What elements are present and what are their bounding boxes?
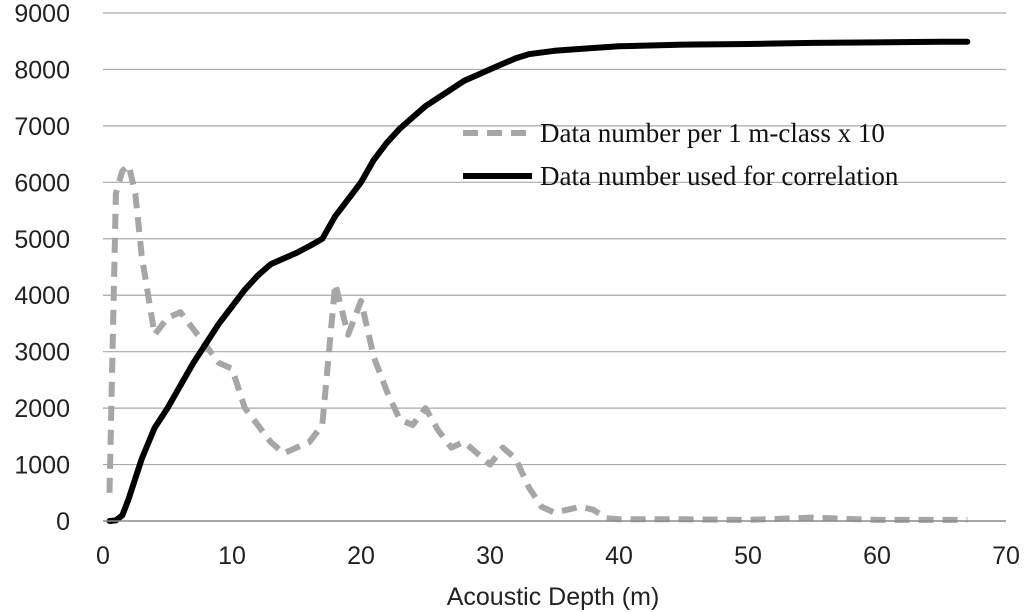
x-tick-label: 10 bbox=[218, 542, 246, 570]
x-tick-label: 40 bbox=[605, 542, 633, 570]
x-tick-label: 60 bbox=[863, 542, 891, 570]
legend-label-1: Data number used for correlation bbox=[540, 161, 899, 191]
x-tick-label: 30 bbox=[476, 542, 504, 570]
series-line-0 bbox=[106, 162, 968, 523]
y-tick-label: 5000 bbox=[14, 226, 70, 254]
x-tick-label: 20 bbox=[347, 542, 375, 570]
y-tick-label: 8000 bbox=[14, 56, 70, 84]
x-tick-label: 70 bbox=[992, 542, 1020, 570]
y-tick-label: 4000 bbox=[14, 282, 70, 310]
series-lines bbox=[106, 38, 971, 524]
y-tick-label: 9000 bbox=[14, 0, 70, 28]
series-line-1 bbox=[106, 38, 971, 524]
y-tick-label: 7000 bbox=[14, 113, 70, 141]
x-axis-title: Acoustic Depth (m) bbox=[447, 583, 660, 611]
y-tick-label: 3000 bbox=[14, 339, 70, 367]
legend-label-0: Data number per 1 m-class x 10 bbox=[540, 118, 885, 148]
y-tick-label: 6000 bbox=[14, 169, 70, 197]
y-tick-label: 1000 bbox=[14, 452, 70, 480]
x-tick-labels: 0 10 20 30 40 50 60 70 bbox=[96, 542, 1020, 570]
gridlines bbox=[103, 12, 1006, 466]
y-tick-label: 2000 bbox=[14, 395, 70, 423]
x-tick-label: 0 bbox=[96, 542, 110, 570]
legend: Data number per 1 m-class x 10 Data numb… bbox=[463, 118, 899, 191]
y-tick-labels: 0 1000 2000 3000 4000 5000 6000 7000 8000 9000 bbox=[14, 0, 70, 536]
x-tick-label: 50 bbox=[734, 542, 762, 570]
y-tick-label: 0 bbox=[56, 508, 70, 536]
